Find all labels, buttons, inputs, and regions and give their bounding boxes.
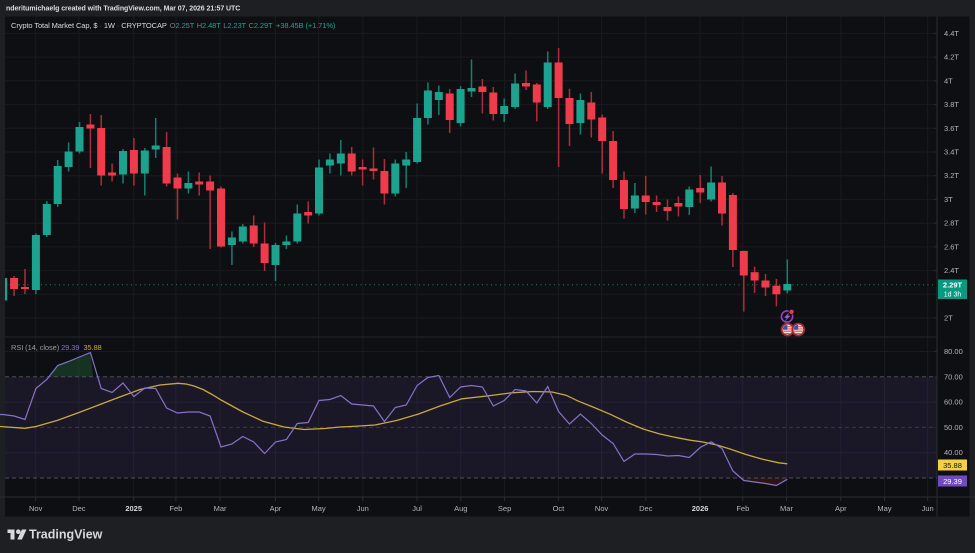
- svg-text:40.00: 40.00: [944, 448, 963, 457]
- svg-text:3T: 3T: [944, 195, 953, 204]
- svg-text:3.8T: 3.8T: [944, 100, 959, 109]
- svg-text:May: May: [312, 504, 326, 513]
- svg-text:Sep: Sep: [498, 504, 511, 513]
- svg-text:2026: 2026: [692, 504, 709, 513]
- svg-text:May: May: [877, 504, 891, 513]
- svg-text:50.00: 50.00: [944, 423, 963, 432]
- svg-text:Nov: Nov: [29, 504, 43, 513]
- svg-text:Jun: Jun: [922, 504, 934, 513]
- svg-text:35.88: 35.88: [943, 461, 962, 470]
- svg-text:4.4T: 4.4T: [944, 29, 959, 38]
- svg-text:80.00: 80.00: [944, 347, 963, 356]
- svg-text:2.29T: 2.29T: [943, 281, 963, 290]
- svg-text:RSI (14, close) 29.39 35.88: RSI (14, close) 29.39 35.88: [11, 343, 102, 352]
- svg-text:3.2T: 3.2T: [944, 171, 959, 180]
- svg-text:3.6T: 3.6T: [944, 124, 959, 133]
- svg-text:Oct: Oct: [553, 504, 566, 513]
- svg-text:Jul: Jul: [412, 504, 422, 513]
- svg-text:Dec: Dec: [72, 504, 86, 513]
- svg-text:2025: 2025: [125, 504, 142, 513]
- svg-text:4T: 4T: [944, 76, 953, 85]
- svg-text:1d 3h: 1d 3h: [944, 292, 962, 299]
- svg-text:60.00: 60.00: [944, 398, 963, 407]
- svg-text:Feb: Feb: [736, 504, 749, 513]
- svg-text:Apr: Apr: [835, 504, 847, 513]
- svg-text:Feb: Feb: [169, 504, 182, 513]
- svg-text:Dec: Dec: [639, 504, 653, 513]
- svg-text:Mar: Mar: [214, 504, 227, 513]
- svg-text:2.4T: 2.4T: [944, 266, 959, 275]
- svg-text:Nov: Nov: [595, 504, 609, 513]
- svg-text:Crypto Total Market Cap, $ · 1: Crypto Total Market Cap, $ · 1W · CRYPTO…: [11, 21, 336, 30]
- svg-text:nderitumichaelg created with T: nderitumichaelg created with TradingView…: [6, 6, 240, 13]
- svg-text:Mar: Mar: [780, 504, 793, 513]
- svg-text:70.00: 70.00: [944, 372, 963, 381]
- svg-text:2T: 2T: [944, 314, 953, 323]
- svg-text:29.39: 29.39: [943, 477, 962, 486]
- svg-text:TradingView: TradingView: [29, 528, 103, 542]
- svg-text:Apr: Apr: [270, 504, 282, 513]
- svg-text:2.8T: 2.8T: [944, 219, 959, 228]
- svg-text:3.4T: 3.4T: [944, 148, 959, 157]
- svg-text:2.6T: 2.6T: [944, 242, 959, 251]
- svg-text:Jun: Jun: [357, 504, 369, 513]
- svg-text:Aug: Aug: [454, 504, 467, 513]
- svg-text:4.2T: 4.2T: [944, 53, 959, 62]
